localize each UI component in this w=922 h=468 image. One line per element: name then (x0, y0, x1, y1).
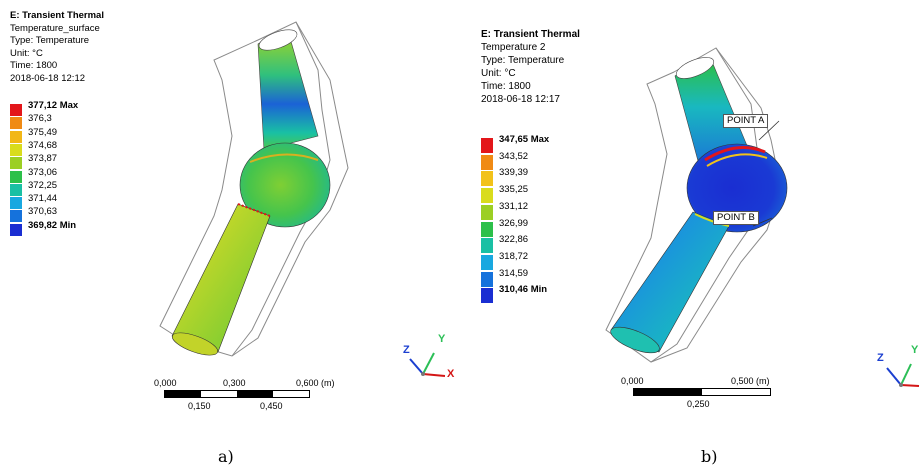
legend-swatch (10, 117, 22, 130)
legend-label: 375,49 (28, 126, 58, 138)
legend-label: 331,12 (499, 200, 529, 212)
legend-label: 347,65 Max (499, 134, 550, 145)
probe-label-point-b[interactable]: POINT B (713, 211, 759, 225)
legend-swatch (10, 210, 22, 223)
legend-label: 372,25 (28, 179, 58, 191)
axis-label-y: Y (438, 333, 446, 345)
result-date: 2018-06-18 12:12 (10, 72, 86, 84)
result-unit: Unit: °C (10, 47, 43, 59)
result-date: 2018-06-18 12:17 (481, 94, 560, 105)
scale-tick: 0,150 (188, 401, 211, 411)
legend-swatch (481, 288, 493, 304)
scale-tick: 0,600 (m) (296, 378, 335, 388)
analysis-title: E: Transient Thermal (10, 10, 104, 21)
scale-tick: 0,250 (687, 399, 710, 409)
legend-swatch (10, 223, 22, 236)
scale-bar-b: 0,000 0,500 (m) 0,250 (621, 376, 781, 416)
axis-label-x: X (447, 368, 455, 380)
legend-label: 370,63 (28, 206, 58, 218)
ball-joint (686, 143, 788, 233)
result-name: Temperature_surface (10, 22, 100, 34)
legend-swatch (481, 238, 493, 254)
legend-label: 343,52 (499, 150, 529, 162)
legend-label: 377,12 Max (28, 100, 79, 111)
result-time: Time: 1800 (10, 60, 58, 71)
legend-swatch (10, 143, 22, 156)
scale-tick: 0,500 (m) (731, 376, 770, 386)
axis-label-y: Y (911, 344, 919, 356)
legend-label: 374,68 (28, 139, 58, 151)
legend-swatch (481, 271, 493, 287)
legend-swatch (481, 221, 493, 237)
result-time: Time: 1800 (481, 81, 531, 92)
panel-b: E: Transient Thermal Temperature 2 Type:… (461, 0, 922, 468)
ball-joint (239, 142, 331, 228)
result-unit: Unit: °C (481, 68, 516, 79)
legend-label: 369,82 Min (28, 219, 77, 231)
legend-label: 339,39 (499, 167, 529, 179)
analysis-title: E: Transient Thermal (481, 29, 580, 40)
model-view-a[interactable] (0, 0, 461, 468)
legend-label: 314,59 (499, 267, 529, 279)
legend-label: 318,72 (499, 250, 529, 262)
legend-swatch (481, 204, 493, 220)
legend-swatch (481, 188, 493, 204)
legend-label: 373,87 (28, 153, 58, 165)
legend-swatch (481, 254, 493, 270)
legend-swatch (10, 130, 22, 143)
legend-swatch (481, 171, 493, 187)
figure-caption-a: a) (218, 447, 234, 466)
result-info-a: E: Transient Thermal Temperature_surface… (10, 10, 104, 85)
legend-swatch (481, 138, 493, 153)
legend-swatch (10, 157, 22, 170)
probe-label-point-a[interactable]: POINT A (723, 114, 769, 128)
result-info-b: E: Transient Thermal Temperature 2 Type:… (481, 28, 580, 106)
legend-label: 310,46 Min (499, 284, 548, 296)
scale-tick: 0,300 (223, 378, 246, 388)
legend-label: 335,25 (499, 184, 529, 196)
result-name: Temperature 2 (481, 42, 546, 53)
legend-label: 326,99 (499, 217, 529, 229)
scale-tick: 0,000 (621, 376, 644, 386)
legend-swatch (10, 170, 22, 183)
legend-swatch (10, 104, 22, 116)
scale-tick: 0,000 (154, 378, 177, 388)
legend-label: 376,3 (28, 113, 52, 125)
scale-bar-a: 0,000 0,300 0,600 (m) 0,150 0,450 (150, 378, 335, 418)
legend-label: 373,06 (28, 166, 58, 178)
legend-swatch (481, 154, 493, 170)
scale-tick: 0,450 (260, 401, 283, 411)
result-type: Type: Temperature (481, 55, 565, 66)
axis-label-z: Z (403, 344, 410, 356)
legend-swatch (10, 197, 22, 210)
axis-label-z: Z (877, 352, 884, 364)
figure-caption-b: b) (701, 447, 718, 466)
legend-label: 322,86 (499, 234, 529, 246)
result-type: Type: Temperature (10, 35, 90, 46)
panel-a: E: Transient Thermal Temperature_surface… (0, 0, 461, 468)
legend-label: 371,44 (28, 193, 58, 205)
legend-swatch (10, 183, 22, 196)
